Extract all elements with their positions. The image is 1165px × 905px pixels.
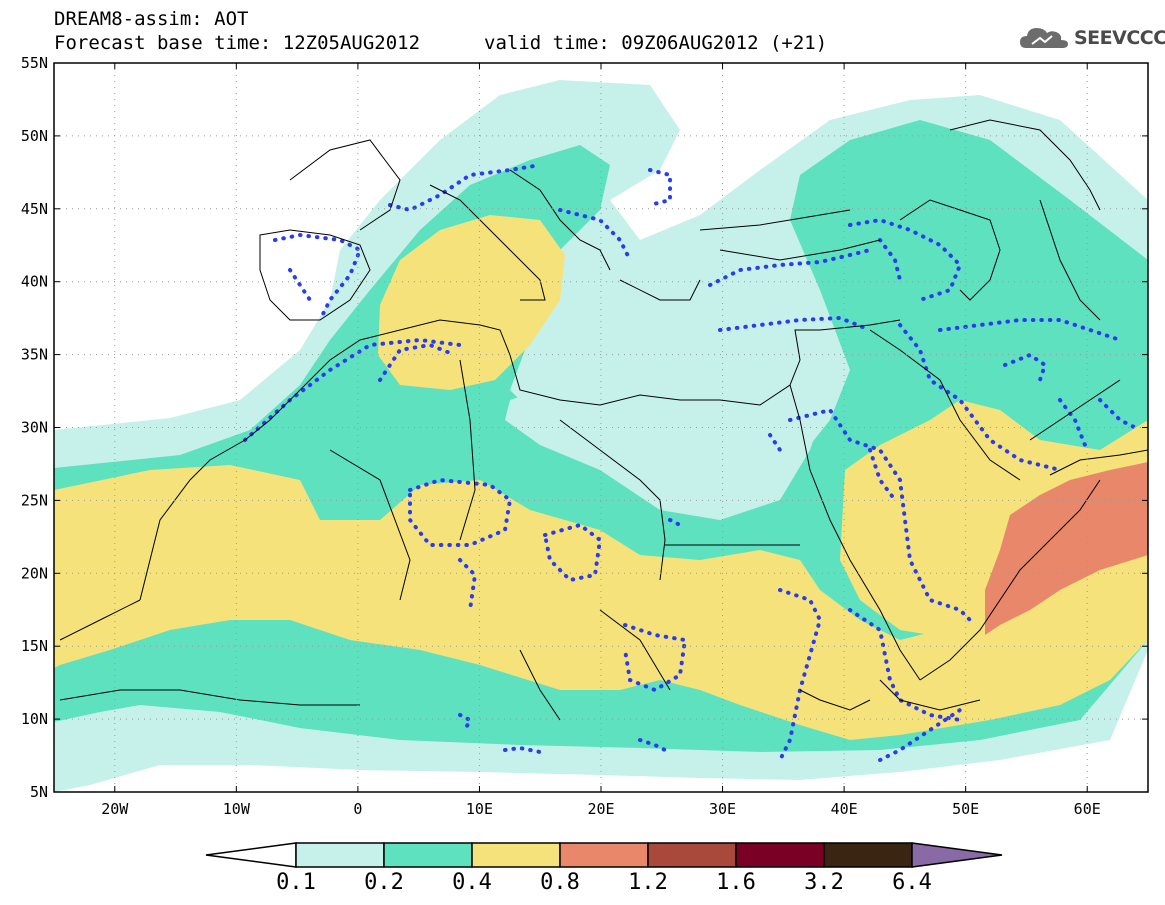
lat-tick-label: 5N	[30, 783, 48, 801]
seevccc-logo: SEEVCCC	[1018, 22, 1165, 56]
colorbar-segment	[647, 842, 737, 868]
coastlines	[59, 119, 1148, 721]
map-title: DREAM8-assim: AOT	[54, 8, 249, 30]
latitude-axis: 5N 10N 15N 20N 25N 30N 35N 40N 45N 50N 55N	[21, 54, 1148, 801]
colorbar-label: 0.1	[276, 870, 316, 895]
lat-tick-label: 40N	[21, 273, 48, 291]
lat-tick-label: 55N	[21, 54, 48, 72]
lat-tick-label: 35N	[21, 346, 48, 364]
lon-tick-label: 60E	[1074, 800, 1101, 818]
lat-tick-label: 10N	[21, 710, 48, 728]
longitude-axis: 20W 10W 0 10E 20E 30E 40E 50E 60E	[101, 63, 1101, 818]
lon-tick-label: 20W	[101, 800, 129, 818]
colorbar-segment	[823, 842, 913, 868]
lat-tick-label: 45N	[21, 200, 48, 218]
lon-tick-label: 30E	[709, 800, 736, 818]
map-plot-area	[54, 63, 1148, 792]
cloud-icon	[1020, 28, 1068, 48]
valid-time: valid time: 09Z06AUG2012 (+21)	[484, 32, 828, 54]
dust-contours-dotted	[243, 163, 1142, 762]
aot-contour-0.8	[985, 462, 1148, 635]
colorbar-label: 0.4	[452, 870, 492, 895]
colorbar-segment	[735, 842, 825, 868]
lon-tick-label: 20E	[587, 800, 614, 818]
lon-tick-label: 10E	[466, 800, 493, 818]
lat-tick-label: 50N	[21, 127, 48, 145]
logo-text: SEEVCCC	[1074, 27, 1165, 49]
colorbar-label: 0.2	[364, 870, 404, 895]
lon-tick-label: 50E	[952, 800, 979, 818]
lat-tick-label: 15N	[21, 637, 48, 655]
colorbar-segment	[471, 842, 561, 868]
colorbar-label: 0.8	[540, 870, 580, 895]
lat-tick-label: 25N	[21, 491, 48, 509]
colorbar-segment	[559, 842, 649, 868]
aot-contour-0.4-arabia	[840, 400, 1148, 650]
colorbar: 0.1 0.2 0.4 0.8 1.2 1.6 3.2 6.4	[205, 842, 1003, 895]
colorbar-label: 1.6	[716, 870, 756, 895]
lat-tick-label: 30N	[21, 419, 48, 437]
colorbar-low-arrow	[205, 842, 297, 868]
lon-tick-label: 10W	[223, 800, 251, 818]
colorbar-high-arrow	[911, 842, 1003, 868]
colorbar-segment	[295, 842, 385, 868]
colorbar-label: 3.2	[804, 870, 844, 895]
aot-contour-0.4-sahara	[54, 465, 1148, 740]
lat-tick-label: 20N	[21, 564, 48, 582]
time-info: Forecast base time: 12Z05AUG2012 valid ti…	[54, 32, 827, 54]
lon-tick-label: 40E	[831, 800, 858, 818]
gridlines	[54, 63, 1148, 792]
colorbar-segment	[383, 842, 473, 868]
aot-contour-0.1-inner	[505, 360, 830, 520]
base-time: Forecast base time: 12Z05AUG2012	[54, 32, 421, 54]
lon-tick-label: 0	[353, 800, 362, 818]
colorbar-label: 1.2	[628, 870, 668, 895]
colorbar-label: 6.4	[892, 870, 932, 895]
